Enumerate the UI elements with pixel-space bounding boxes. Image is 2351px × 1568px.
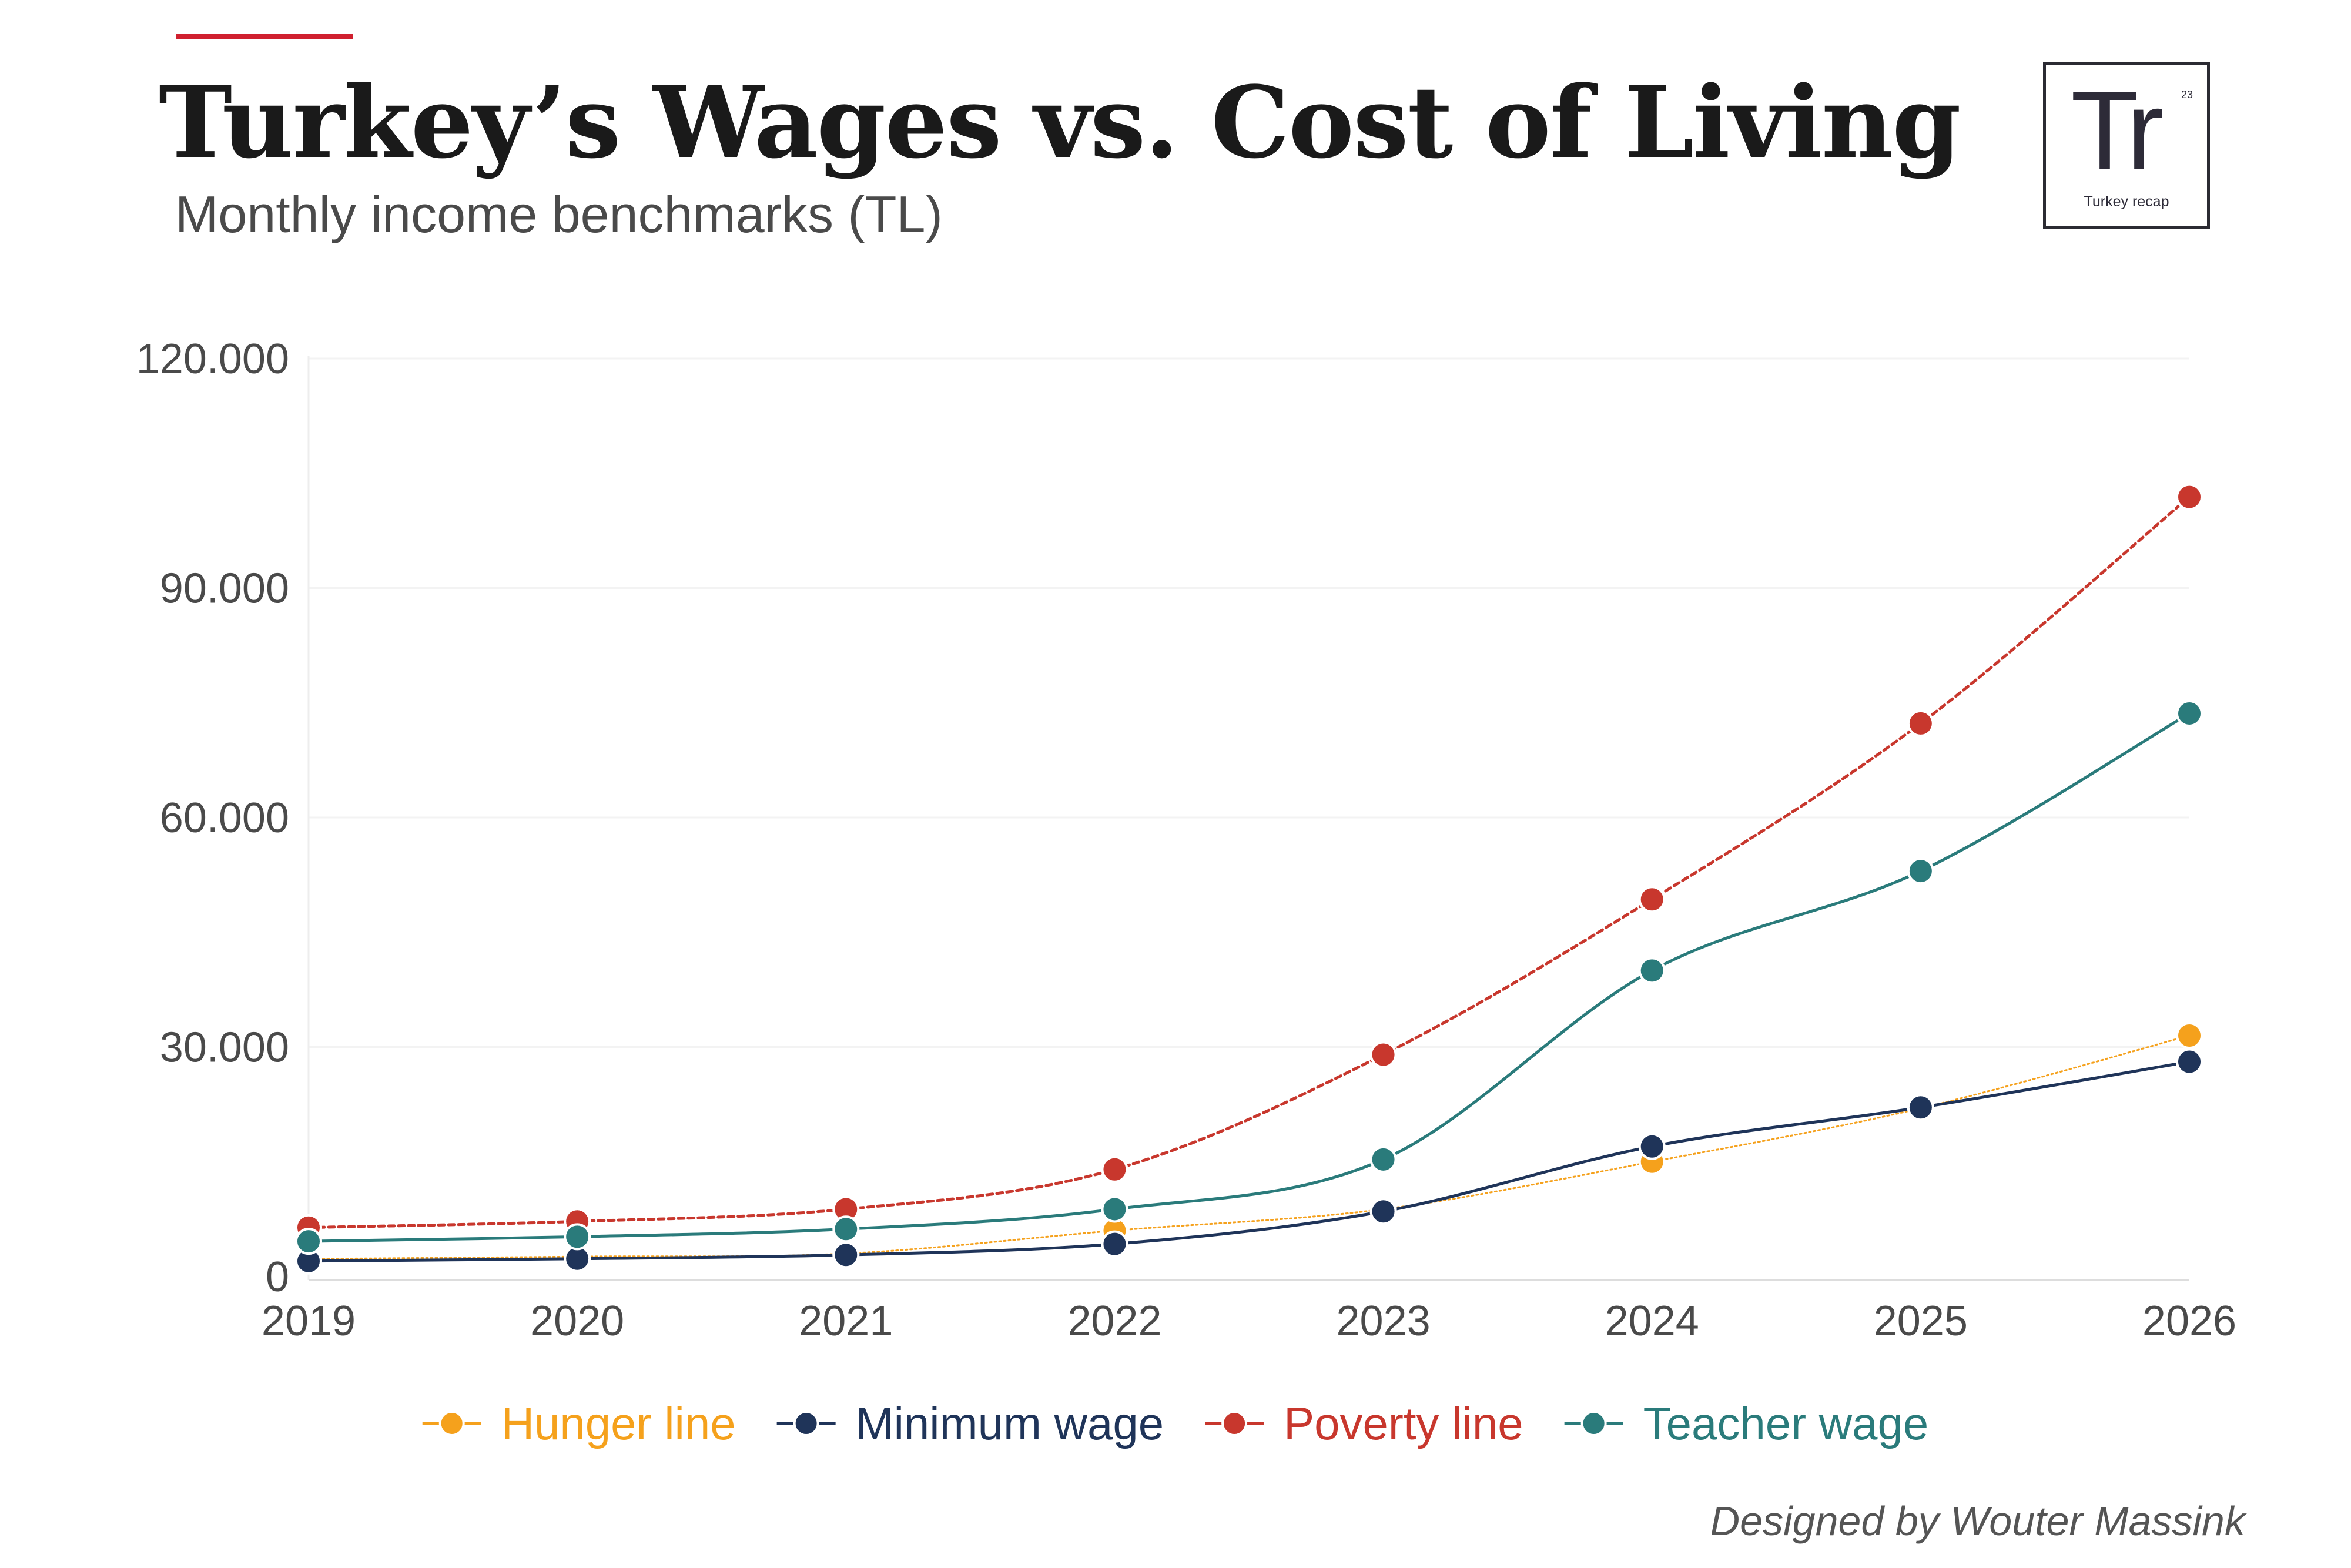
minimum-wage-point (1638, 1133, 1666, 1160)
y-tick-label: 120.000 (136, 336, 289, 383)
x-tick-label: 2025 (1874, 1298, 1968, 1345)
y-tick-label: 60.000 (160, 795, 289, 842)
x-tick-label: 2019 (262, 1298, 356, 1345)
x-tick-label: 2021 (799, 1298, 893, 1345)
legend-item-minimum-wage: Minimum wage (776, 1398, 1164, 1449)
series-lines (307, 495, 2191, 1263)
legend-label: Minimum wage (856, 1398, 1164, 1449)
teacher-wage-point (1101, 1195, 1128, 1223)
x-tick-label: 2023 (1336, 1298, 1430, 1345)
logo-text: Turkey recap (2084, 193, 2169, 210)
x-tick-label: 2020 (530, 1298, 624, 1345)
teacher-wage-point (2176, 699, 2203, 727)
legend-item-hunger-line: Hunger line (422, 1398, 736, 1449)
poverty-line-point (1907, 709, 1934, 737)
legend-swatch-marker (438, 1410, 465, 1436)
teacher-wage-point (295, 1228, 322, 1255)
designer-credit: Designed by Wouter Massink (1710, 1498, 2245, 1544)
hunger-line-point (2176, 1021, 2203, 1049)
legend-item-poverty-line: Poverty line (1205, 1398, 1523, 1449)
poverty-line-point (2176, 483, 2203, 511)
legend: Hunger line Minimum wage Poverty line Teach… (422, 1398, 1929, 1449)
gridlines (309, 357, 2189, 1048)
turkey-recap-logo: Tr 23 Turkey recap (2043, 62, 2210, 229)
legend-label: Hunger line (501, 1398, 736, 1449)
teacher-wage-point (564, 1223, 591, 1251)
minimum-wage-point (1907, 1094, 1934, 1121)
x-tick-label: 2022 (1067, 1298, 1161, 1345)
minimum-wage-point (2176, 1048, 2203, 1076)
chart-title: Turkey’s Wages vs. Cost of Living (159, 64, 1961, 180)
teacher-wage-point (1638, 957, 1666, 984)
x-tick-label: 2026 (2142, 1298, 2236, 1345)
legend-label: Poverty line (1284, 1398, 1523, 1449)
poverty-line-point (1369, 1041, 1397, 1068)
series-markers (295, 483, 2203, 1275)
teacher-wage-line (307, 712, 2191, 1243)
poverty-line-point (1638, 886, 1666, 913)
chart-subtitle: Monthly income benchmarks (TL) (175, 185, 943, 243)
legend-swatch-marker (793, 1410, 819, 1436)
teacher-wage-point (832, 1215, 860, 1243)
y-tick-label: 90.000 (160, 565, 289, 612)
legend-label: Teacher wage (1643, 1398, 1929, 1449)
axes: 0 30.000 60.000 90.000 120.000 2019 2020 2021 20… (136, 336, 2236, 1345)
minimum-wage-point (832, 1241, 860, 1269)
legend-swatch-marker (1580, 1410, 1607, 1436)
minimum-wage-line (307, 1060, 2191, 1263)
minimum-wage-point (1101, 1230, 1128, 1258)
teacher-wage-point (1907, 857, 1934, 885)
legend-item-teacher-wage: Teacher wage (1564, 1398, 1929, 1449)
y-tick-label: 30.000 (160, 1024, 289, 1071)
x-tick-label: 2024 (1605, 1298, 1699, 1345)
teacher-wage-point (1369, 1145, 1397, 1173)
logo-superscript: 23 (2181, 89, 2193, 100)
logo-mark: Tr (2071, 68, 2164, 193)
legend-swatch-marker (1221, 1410, 1248, 1436)
y-tick-label: 0 (266, 1254, 289, 1301)
title-accent-bar (176, 34, 353, 39)
poverty-line-point (1101, 1155, 1128, 1183)
hunger-line-line (307, 1034, 2191, 1260)
minimum-wage-point (1369, 1198, 1397, 1225)
poverty-line-line (307, 495, 2191, 1229)
